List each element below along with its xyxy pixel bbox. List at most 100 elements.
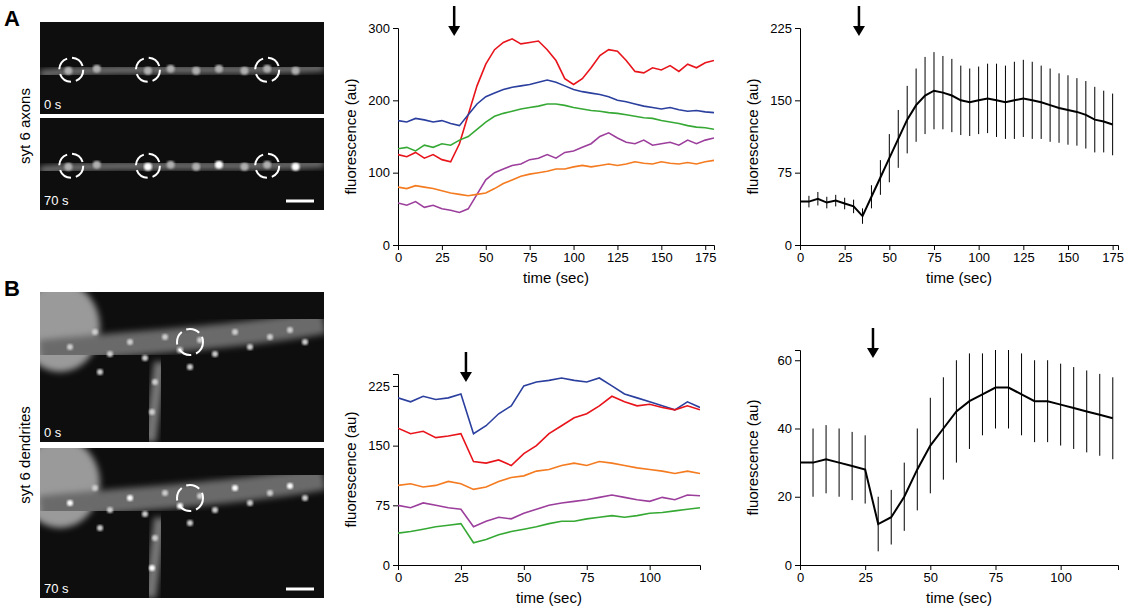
stimulus-arrow <box>858 6 861 28</box>
stimulus-arrow-head <box>460 372 472 382</box>
x-tick: 50 <box>883 245 897 265</box>
y-axis-title: fluorescence (au) <box>342 79 359 195</box>
y-tick-label: 0 <box>383 558 390 573</box>
roi-circle <box>177 485 203 511</box>
puncta <box>92 485 98 491</box>
y-tick-label: 225 <box>770 21 792 36</box>
x-axis: 0255075100125150175 <box>797 245 1124 265</box>
scale-bar <box>286 588 314 591</box>
y-tick-mark <box>795 497 800 498</box>
error-bar <box>995 350 996 428</box>
stimulus-arrow <box>872 328 875 350</box>
puncta <box>92 329 98 335</box>
y-tick: 150 <box>368 438 398 453</box>
bouton <box>167 161 175 169</box>
puncta <box>107 507 113 513</box>
branch <box>150 518 160 598</box>
micrograph: 70 s <box>20 438 324 598</box>
puncta <box>187 364 193 370</box>
series-line <box>398 80 714 126</box>
y-axis: 075150225 <box>770 21 800 253</box>
puncta <box>232 485 238 491</box>
puncta <box>97 525 103 531</box>
puncta <box>142 355 148 361</box>
y-tick-mark <box>393 446 398 447</box>
x-tick: 75 <box>523 245 537 265</box>
series-line <box>398 462 700 490</box>
y-tick: 150 <box>770 93 800 108</box>
y-tick-mark <box>393 245 398 246</box>
bouton <box>64 163 72 171</box>
plot-area <box>398 39 714 213</box>
y-tick-mark <box>795 360 800 361</box>
puncta <box>267 490 273 496</box>
y-tick-label: 20 <box>778 489 792 504</box>
mean-line <box>800 388 1113 525</box>
image-time: 0 s <box>44 425 62 440</box>
bouton <box>167 65 175 73</box>
x-tick-label: 0 <box>797 250 804 265</box>
x-tick-label: 175 <box>695 250 717 265</box>
image-time: 70 s <box>44 581 69 596</box>
stimulus-arrow <box>453 6 456 28</box>
x-tick-label: 25 <box>454 570 468 585</box>
x-axis-title: time (sec) <box>926 589 992 606</box>
roi-circle <box>177 329 203 355</box>
y-tick-label: 150 <box>770 93 792 108</box>
x-tick: 175 <box>695 245 717 265</box>
dendrite <box>40 478 324 508</box>
plot-area <box>800 350 1113 551</box>
x-tick: 25 <box>838 245 852 265</box>
x-tick: 125 <box>607 245 629 265</box>
y-tick: 0 <box>785 238 800 253</box>
puncta <box>149 565 155 571</box>
chart: 0255075100125150175075150225time (sec)fl… <box>744 6 1124 286</box>
bouton <box>240 163 248 171</box>
y-tick-mark <box>795 565 800 566</box>
stimulus-arrow <box>465 352 468 374</box>
puncta <box>67 500 73 506</box>
x-tick: 25 <box>435 245 449 265</box>
puncta <box>127 495 133 501</box>
series-line <box>398 495 700 527</box>
bouton <box>144 67 152 75</box>
y-tick-label: 0 <box>785 238 792 253</box>
x-tick: 50 <box>479 245 493 265</box>
roi-circle <box>255 58 279 82</box>
y-tick-mark <box>393 28 398 29</box>
y-tick: 200 <box>368 93 398 108</box>
x-tick-label: 50 <box>883 250 897 265</box>
puncta <box>67 344 73 350</box>
image-panel: Asyt 6 axons0 s70 s <box>4 6 324 210</box>
image-label: syt 6 dendrites <box>16 406 33 504</box>
y-tick: 225 <box>770 21 800 36</box>
puncta <box>287 483 293 489</box>
x-tick-label: 175 <box>1102 250 1124 265</box>
puncta <box>247 500 253 506</box>
scale-bar <box>286 200 314 203</box>
bouton <box>93 161 101 169</box>
x-tick: 100 <box>563 245 585 265</box>
y-tick-label: 0 <box>785 558 792 573</box>
y-tick-label: 100 <box>368 165 390 180</box>
x-axis: 0255075100 <box>797 565 1119 585</box>
x-tick: 150 <box>1058 245 1080 265</box>
y-tick-mark <box>795 100 800 101</box>
series-line <box>398 396 700 465</box>
image-panel: Bsyt 6 dendrites0 s70 s <box>4 276 324 598</box>
series-line <box>398 160 714 195</box>
bouton <box>64 67 72 75</box>
roi-circle <box>59 154 83 178</box>
x-tick-label: 100 <box>1050 570 1072 585</box>
x-tick: 0 <box>797 245 804 265</box>
dendrite <box>40 322 324 352</box>
roi-circle <box>255 154 279 178</box>
bouton <box>263 65 271 73</box>
error-bar <box>1008 350 1009 428</box>
x-tick-label: 50 <box>479 250 493 265</box>
x-tick: 175 <box>1102 245 1124 265</box>
y-tick-label: 200 <box>368 93 390 108</box>
x-tick: 0 <box>395 565 402 585</box>
y-tick: 75 <box>376 498 398 513</box>
image-label: syt 6 axons <box>16 88 33 164</box>
